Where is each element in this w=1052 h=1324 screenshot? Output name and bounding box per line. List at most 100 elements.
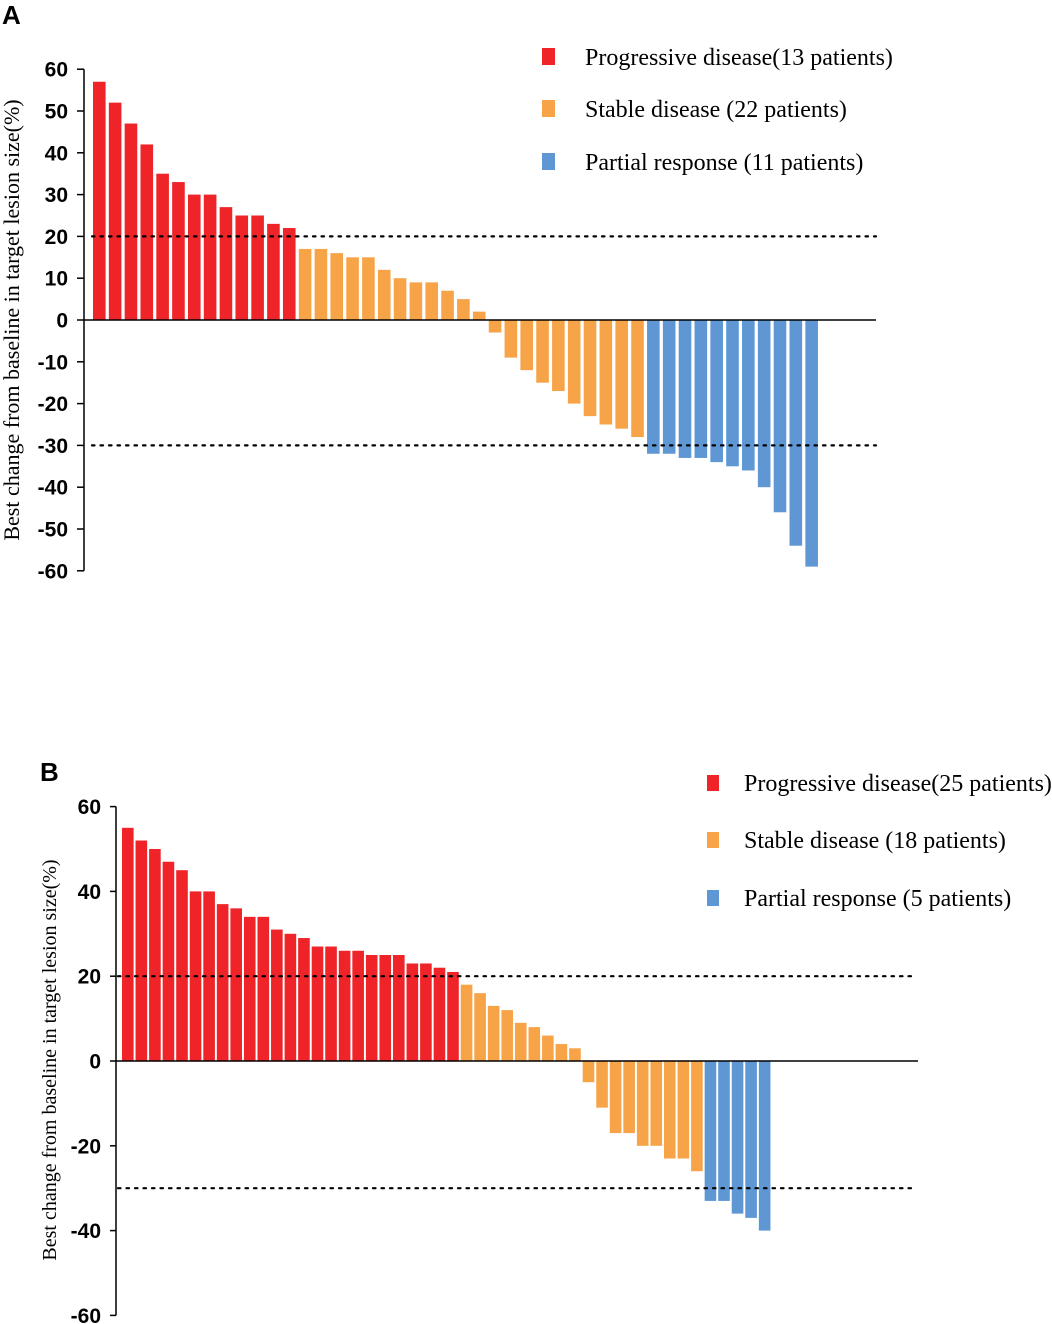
panel-a-bars	[93, 81, 818, 567]
bar-progressive-disease	[352, 950, 364, 1061]
legend-label-progressive: Progressive disease(13 patients)	[585, 45, 893, 71]
panel-b-reference-lines	[116, 975, 916, 1190]
bar-partial-response	[710, 320, 723, 463]
panel-b: B Best change from baseline in target le…	[39, 757, 1052, 1324]
bar-progressive-disease	[230, 908, 242, 1061]
bar-stable-disease	[552, 320, 565, 392]
bar-progressive-disease	[251, 215, 264, 320]
y-tick-label: -50	[38, 519, 68, 542]
bar-stable-disease	[567, 320, 581, 404]
bar-stable-disease	[377, 269, 391, 320]
y-tick-label: 50	[45, 101, 68, 124]
bar-stable-disease	[520, 320, 534, 371]
panel-a: A Best change from baseline in target le…	[0, 0, 893, 583]
y-tick-label: -60	[38, 560, 68, 583]
bar-partial-response	[726, 320, 739, 467]
bar-stable-disease	[599, 320, 613, 425]
bar-progressive-disease	[187, 194, 201, 320]
bar-stable-disease	[623, 1061, 635, 1134]
y-tick-label: 30	[45, 184, 68, 207]
bar-progressive-disease	[203, 194, 217, 320]
bar-stable-disease	[441, 290, 454, 320]
bar-stable-disease	[298, 248, 312, 320]
y-tick-label: 0	[89, 1051, 101, 1074]
bar-progressive-disease	[93, 81, 106, 321]
bar-stable-disease	[528, 1027, 541, 1061]
bar-stable-disease	[615, 320, 628, 429]
bar-stable-disease	[504, 320, 518, 358]
legend-swatch-progressive	[542, 48, 555, 65]
bar-stable-disease	[346, 257, 359, 320]
y-tick-label: 20	[78, 966, 101, 989]
bar-progressive-disease	[267, 223, 280, 320]
bar-partial-response	[805, 320, 818, 567]
bar-stable-disease	[393, 278, 407, 320]
bar-partial-response	[745, 1061, 757, 1218]
y-tick-label: 20	[45, 226, 68, 249]
bar-stable-disease	[501, 1010, 513, 1061]
panel-b-legend: Progressive disease(25 patients) Stable …	[707, 771, 1052, 912]
bar-progressive-disease	[216, 904, 229, 1061]
bar-progressive-disease	[172, 182, 185, 320]
bar-stable-disease	[457, 299, 470, 320]
bar-stable-disease	[474, 993, 486, 1061]
bar-partial-response	[758, 1061, 771, 1231]
legend-label-partial: Partial response (5 patients)	[744, 886, 1011, 912]
legend-label-stable: Stable disease (18 patients)	[744, 828, 1006, 854]
bar-partial-response	[647, 320, 660, 454]
bar-progressive-disease	[406, 963, 419, 1061]
legend-swatch-stable	[542, 100, 555, 117]
bar-progressive-disease	[271, 929, 283, 1061]
bar-progressive-disease	[393, 955, 405, 1061]
legend-swatch-partial	[542, 153, 555, 170]
legend-label-progressive: Progressive disease(25 patients)	[744, 771, 1052, 797]
y-tick-label: -60	[71, 1305, 101, 1324]
bar-stable-disease	[425, 282, 439, 320]
legend-swatch-partial	[707, 890, 719, 906]
bar-progressive-disease	[235, 215, 249, 320]
y-tick-label: -20	[71, 1135, 101, 1158]
bar-progressive-disease	[162, 861, 175, 1061]
y-tick-label: 10	[45, 268, 68, 291]
panel-a-y-axis-label: Best change from baseline in target lesi…	[0, 99, 24, 540]
y-tick-label: 40	[45, 142, 68, 165]
y-tick-label: -40	[38, 477, 68, 500]
y-tick-label: -40	[71, 1220, 101, 1243]
bar-partial-response	[718, 1061, 730, 1201]
bar-progressive-disease	[149, 849, 161, 1061]
panel-a-y-ticks: 60 50 40 30 20 10 0 -10 -20 -30 -40 -50 -60	[38, 59, 84, 583]
bar-stable-disease	[664, 1061, 676, 1159]
bar-stable-disease	[330, 253, 344, 320]
bar-progressive-disease	[298, 938, 310, 1061]
y-tick-label: 40	[78, 881, 101, 904]
legend-label-partial: Partial response (11 patients)	[585, 150, 863, 176]
bar-stable-disease	[460, 984, 473, 1061]
panel-a-letter: A	[2, 0, 21, 30]
bar-progressive-disease	[433, 967, 446, 1061]
panel-b-y-axis-label: Best change from baseline in target lesi…	[39, 859, 61, 1260]
bar-partial-response	[678, 320, 692, 458]
bar-stable-disease	[314, 248, 328, 320]
panel-a-reference-lines	[90, 235, 878, 447]
bar-progressive-disease	[203, 891, 215, 1061]
bar-progressive-disease	[338, 950, 351, 1061]
bar-progressive-disease	[243, 916, 256, 1061]
bar-stable-disease	[542, 1035, 554, 1061]
bar-progressive-disease	[257, 916, 270, 1061]
bar-progressive-disease	[156, 173, 169, 320]
y-tick-label: -30	[38, 435, 68, 458]
bar-progressive-disease	[140, 144, 154, 320]
bar-stable-disease	[536, 320, 549, 383]
legend-swatch-progressive	[707, 775, 719, 791]
bar-partial-response	[742, 320, 755, 471]
bar-stable-disease	[488, 320, 502, 333]
bar-stable-disease	[583, 320, 597, 417]
bar-stable-disease	[514, 1022, 527, 1061]
panel-b-bars	[122, 827, 771, 1231]
bar-stable-disease	[677, 1061, 690, 1159]
bar-stable-disease	[636, 1061, 649, 1146]
bar-stable-disease	[609, 1061, 622, 1134]
y-tick-label: 60	[78, 796, 101, 819]
bar-stable-disease	[631, 320, 644, 438]
